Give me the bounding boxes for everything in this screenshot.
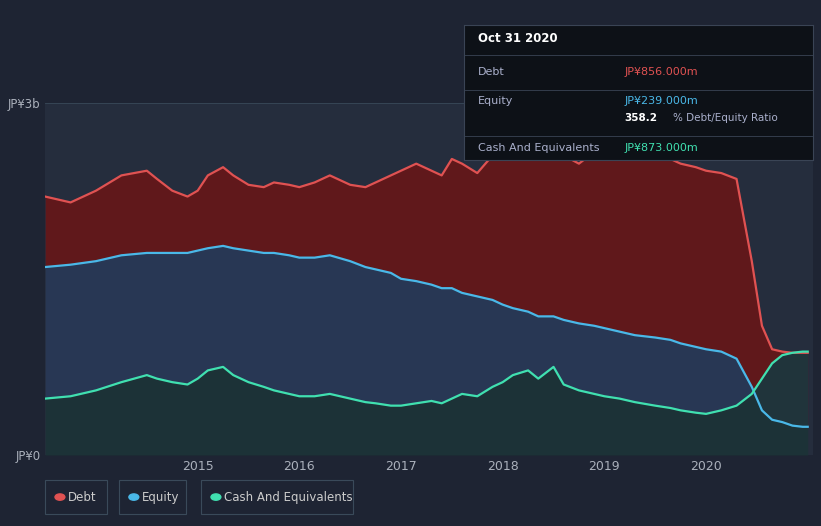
Text: 358.2: 358.2 <box>624 114 658 124</box>
Text: Equity: Equity <box>142 491 180 503</box>
Text: Debt: Debt <box>68 491 97 503</box>
Text: JP¥239.000m: JP¥239.000m <box>624 96 698 106</box>
Text: Oct 31 2020: Oct 31 2020 <box>478 33 557 45</box>
Text: JP¥856.000m: JP¥856.000m <box>624 67 698 77</box>
Text: Cash And Equivalents: Cash And Equivalents <box>478 143 599 153</box>
Text: Equity: Equity <box>478 96 513 106</box>
Text: Debt: Debt <box>478 67 505 77</box>
Text: Cash And Equivalents: Cash And Equivalents <box>224 491 353 503</box>
Text: % Debt/Equity Ratio: % Debt/Equity Ratio <box>673 114 778 124</box>
Text: JP¥873.000m: JP¥873.000m <box>624 143 698 153</box>
